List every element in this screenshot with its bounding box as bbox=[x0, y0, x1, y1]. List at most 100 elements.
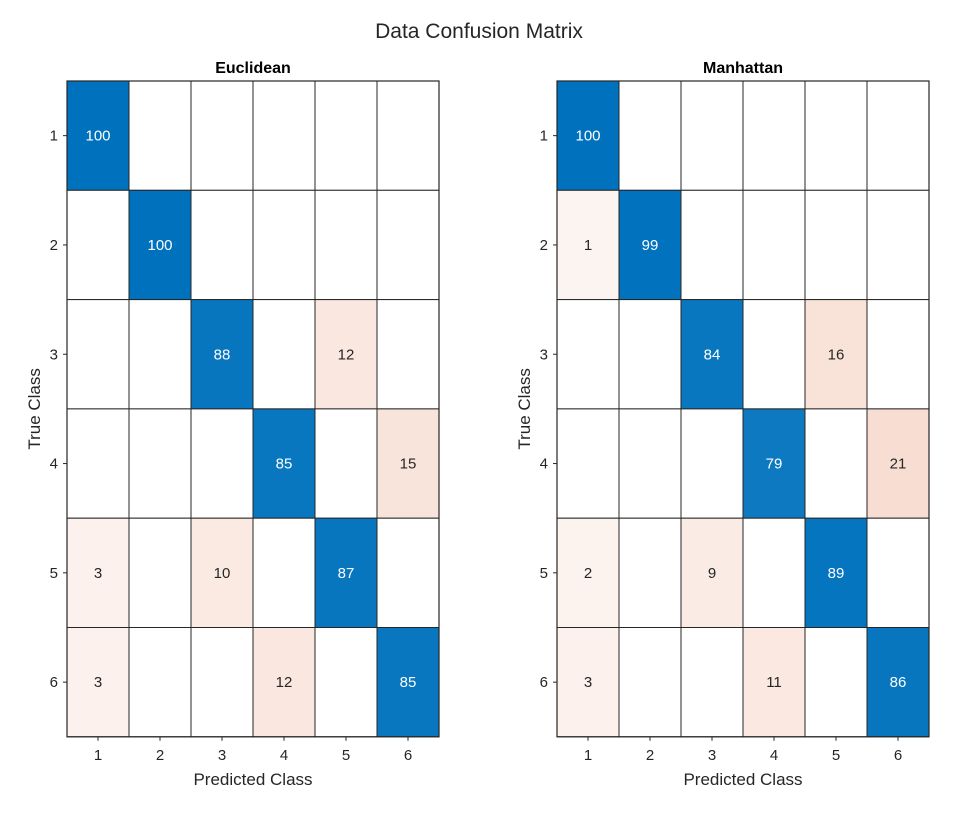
matrix-cell bbox=[252, 408, 316, 519]
matrix-cell bbox=[128, 517, 192, 629]
cell-value-label: 88 bbox=[214, 346, 231, 363]
y-tick-label: 4 bbox=[50, 456, 58, 473]
matrix-cell bbox=[556, 189, 620, 301]
matrix-cell bbox=[618, 299, 682, 410]
matrix-cell bbox=[376, 408, 440, 519]
matrix-cell bbox=[314, 189, 378, 301]
matrix-border bbox=[556, 80, 930, 738]
matrix-cell bbox=[128, 189, 192, 301]
cell-value-label: 86 bbox=[890, 674, 907, 691]
matrix-cell bbox=[680, 80, 744, 191]
matrix-cell bbox=[314, 408, 378, 519]
cell-value-label: 15 bbox=[400, 456, 417, 473]
matrix-cell bbox=[618, 408, 682, 519]
y-tick-label: 2 bbox=[50, 237, 58, 254]
panel-title: Manhattan bbox=[703, 60, 783, 77]
cell-value-label: 1 bbox=[584, 237, 592, 254]
cell-value-label: 100 bbox=[575, 128, 600, 145]
matrix-cell bbox=[742, 299, 806, 410]
matrix-cell bbox=[742, 627, 806, 738]
matrix-cell bbox=[252, 517, 316, 629]
cell-value-label: 2 bbox=[584, 565, 592, 582]
matrix-cell bbox=[680, 189, 744, 301]
matrix-cell bbox=[556, 517, 620, 629]
y-axis-label: True Class bbox=[25, 368, 44, 450]
matrix-cell bbox=[804, 408, 868, 519]
cell-value-label: 12 bbox=[276, 674, 293, 691]
matrix-cell bbox=[742, 408, 806, 519]
matrix-cell bbox=[804, 627, 868, 738]
matrix-cell bbox=[804, 80, 868, 191]
y-tick-label: 1 bbox=[50, 128, 58, 145]
matrix-cell bbox=[866, 627, 930, 738]
cell-value-label: 100 bbox=[85, 128, 110, 145]
panel-title: Euclidean bbox=[215, 60, 291, 77]
matrix-cell bbox=[128, 299, 192, 410]
cell-value-label: 21 bbox=[890, 456, 907, 473]
matrix-cell bbox=[66, 80, 130, 191]
matrix-cell bbox=[376, 627, 440, 738]
x-tick-label: 2 bbox=[646, 747, 654, 764]
matrix-cell bbox=[680, 627, 744, 738]
matrix-cell bbox=[66, 408, 130, 519]
x-tick-label: 4 bbox=[770, 747, 778, 764]
cell-value-label: 85 bbox=[276, 456, 293, 473]
cell-value-label: 10 bbox=[214, 565, 231, 582]
matrix-cell bbox=[804, 299, 868, 410]
matrix-cell bbox=[618, 517, 682, 629]
confusion-matrix-1: 100 1 99 84 16 79 21 2 9 89 3 11 86 1 2 3 4 5 6 1 2 3 4 5 6 Manha… bbox=[515, 60, 930, 789]
matrix-cell bbox=[618, 189, 682, 301]
matrix-cell bbox=[190, 299, 254, 410]
matrix-cell bbox=[556, 299, 620, 410]
matrix-cell bbox=[128, 627, 192, 738]
x-tick-label: 5 bbox=[832, 747, 840, 764]
matrix-cell bbox=[556, 80, 620, 191]
matrix-border bbox=[66, 80, 440, 738]
matrix-cell bbox=[376, 517, 440, 629]
y-tick-label: 3 bbox=[50, 346, 58, 363]
matrix-cell bbox=[866, 189, 930, 301]
cell-value-label: 3 bbox=[94, 565, 102, 582]
figure-title: Data Confusion Matrix bbox=[375, 20, 583, 43]
matrix-cell bbox=[804, 517, 868, 629]
matrix-cell bbox=[66, 627, 130, 738]
matrix-cell bbox=[190, 627, 254, 738]
matrix-cell bbox=[190, 189, 254, 301]
matrix-cell bbox=[252, 299, 316, 410]
matrix-cell bbox=[314, 627, 378, 738]
matrix-cell bbox=[190, 408, 254, 519]
matrix-cell bbox=[866, 299, 930, 410]
matrix-cell bbox=[376, 80, 440, 191]
matrix-cell bbox=[376, 299, 440, 410]
matrix-cell bbox=[376, 189, 440, 301]
matrix-cell bbox=[866, 517, 930, 629]
matrix-cell bbox=[680, 517, 744, 629]
matrix-cell bbox=[252, 189, 316, 301]
cell-value-label: 99 bbox=[642, 237, 659, 254]
x-tick-label: 3 bbox=[218, 747, 226, 764]
y-tick-label: 4 bbox=[540, 456, 548, 473]
matrix-cell bbox=[66, 189, 130, 301]
x-tick-label: 3 bbox=[708, 747, 716, 764]
x-tick-label: 6 bbox=[404, 747, 412, 764]
matrix-cell bbox=[314, 299, 378, 410]
matrix-cell bbox=[314, 80, 378, 191]
matrix-cell bbox=[866, 80, 930, 191]
y-tick-label: 5 bbox=[50, 565, 58, 582]
cell-value-label: 9 bbox=[708, 565, 716, 582]
x-tick-label: 6 bbox=[894, 747, 902, 764]
matrix-cell bbox=[742, 189, 806, 301]
matrix-cell bbox=[66, 299, 130, 410]
cell-value-label: 84 bbox=[704, 346, 721, 363]
y-axis-label: True Class bbox=[515, 368, 534, 450]
matrix-cell bbox=[128, 80, 192, 191]
x-tick-label: 2 bbox=[156, 747, 164, 764]
cell-value-label: 79 bbox=[766, 456, 783, 473]
cell-value-label: 89 bbox=[828, 565, 845, 582]
cell-value-label: 87 bbox=[338, 565, 355, 582]
y-tick-label: 3 bbox=[540, 346, 548, 363]
x-tick-label: 1 bbox=[94, 747, 102, 764]
